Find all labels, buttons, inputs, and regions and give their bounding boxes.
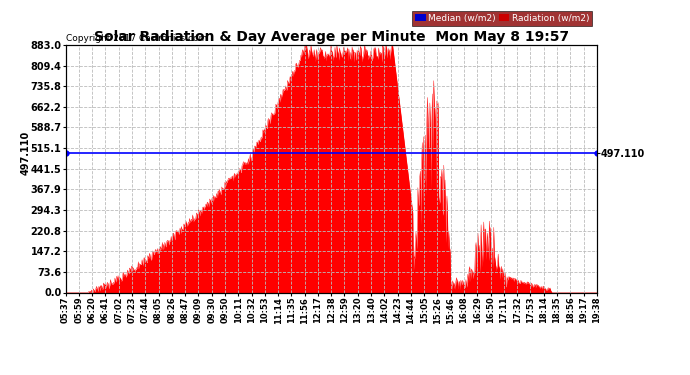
Title: Solar Radiation & Day Average per Minute  Mon May 8 19:57: Solar Radiation & Day Average per Minute… [94,30,569,44]
Text: 497.110: 497.110 [21,131,30,175]
Text: Copyright 2017 Cartronics.com: Copyright 2017 Cartronics.com [66,33,207,42]
Legend: Median (w/m2), Radiation (w/m2): Median (w/m2), Radiation (w/m2) [412,11,592,26]
